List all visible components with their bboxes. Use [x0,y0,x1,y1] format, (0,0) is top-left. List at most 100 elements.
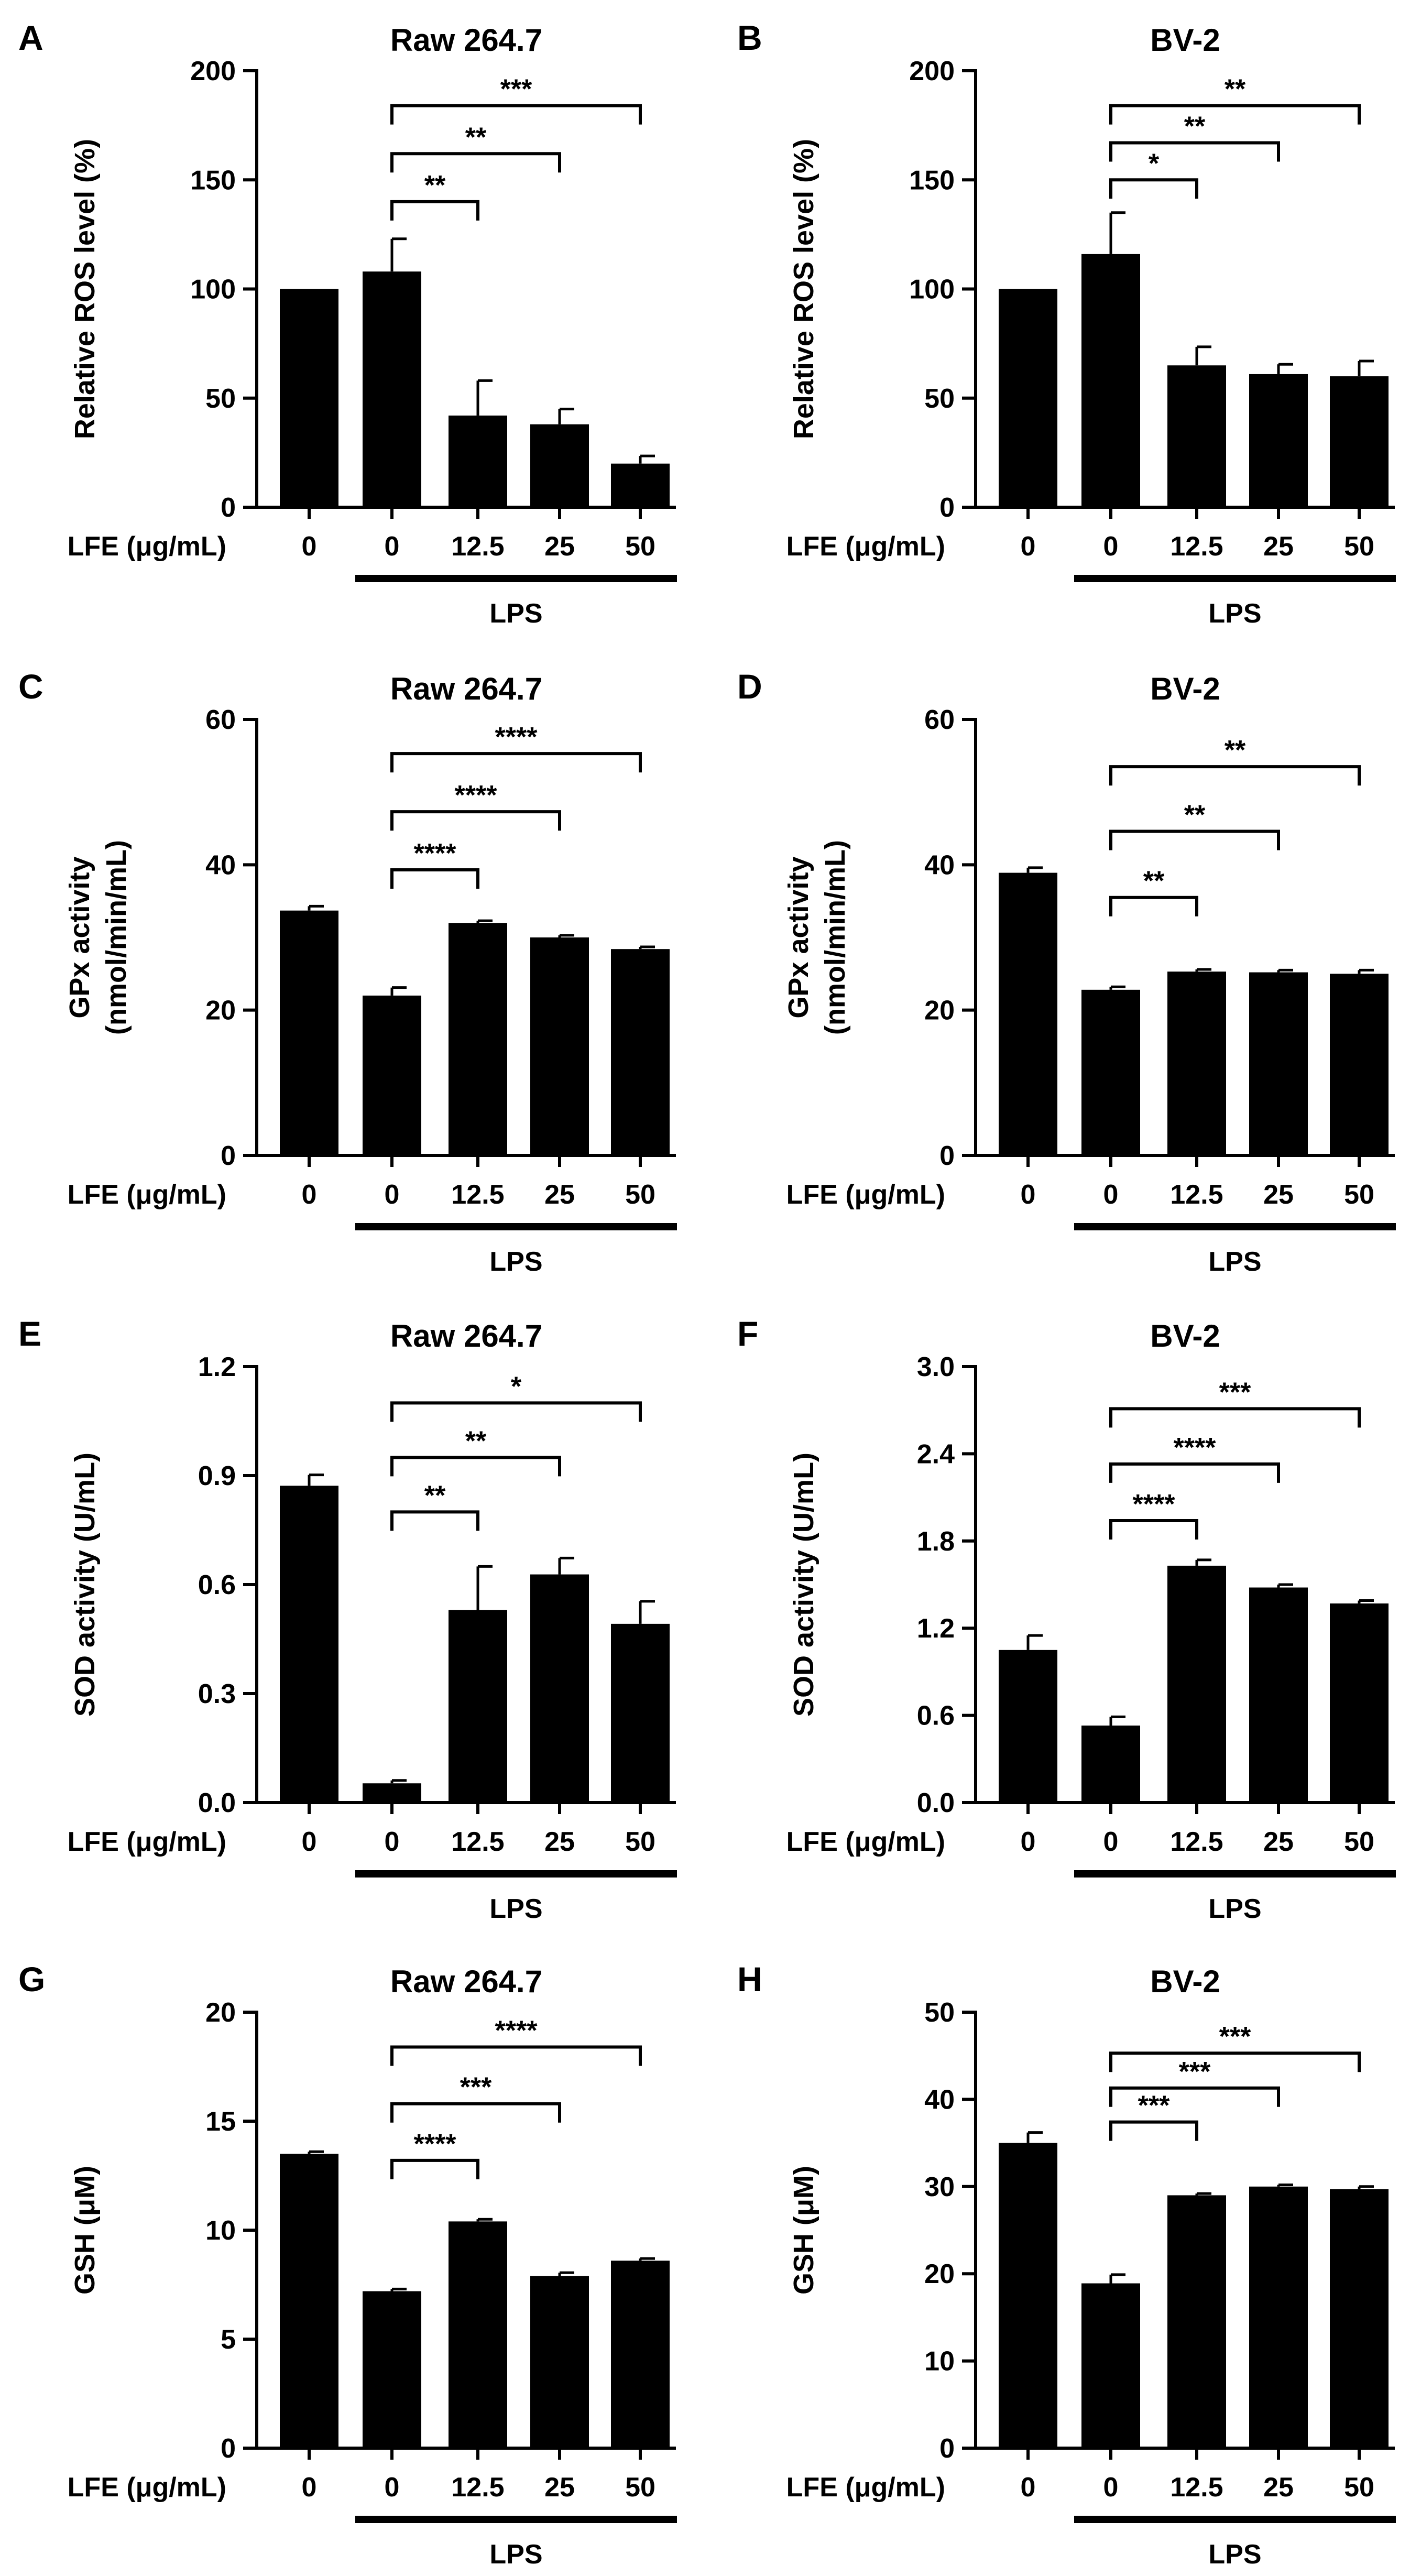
y-axis-label: GSH (μM) [69,2166,101,2295]
y-tick-label: 2.4 [917,1439,955,1469]
chart-title: BV-2 [1150,1964,1220,1999]
y-axis-label-line2: (nmol/min/mL) [101,840,132,1035]
significance-label: **** [455,780,498,811]
x-axis-name: LFE (μg/mL) [68,2472,226,2503]
bar [611,949,670,1155]
panel-letter: F [737,1314,758,1353]
significance-label: *** [500,74,532,105]
lps-group-label: LPS [1208,598,1261,629]
y-tick-label: 5 [221,2324,236,2355]
bar [363,1783,421,1803]
x-tick-label: 25 [1263,531,1294,562]
lps-group-label: LPS [489,1894,542,1924]
significance-label: ** [1184,111,1206,141]
chart-title: BV-2 [1150,1318,1220,1354]
significance-bracket [390,868,479,889]
x-tick-label: 12.5 [1170,1827,1223,1857]
bar [1081,1726,1140,1803]
x-tick-label: 12.5 [1170,2472,1223,2503]
x-tick-label: 0 [385,1180,400,1210]
lps-group-label: LPS [1208,1894,1261,1924]
x-axis-name: LFE (μg/mL) [68,1180,226,1210]
y-tick-label: 20 [205,1998,236,2028]
x-tick-label: 0 [1021,1827,1036,1857]
y-tick-label: 0 [221,1141,236,1171]
x-tick-label: 12.5 [1170,531,1223,562]
significance-label: **** [1174,1433,1217,1463]
bar [1081,254,1140,507]
panel-letter: A [18,18,43,57]
x-tick-label: 50 [1344,531,1374,562]
chart-title: Raw 264.7 [390,1318,542,1354]
y-axis-label-line2: (nmol/min/mL) [819,840,851,1035]
x-tick-label: 0 [302,1180,317,1210]
significance-label: ** [465,1426,487,1456]
bar [1249,972,1308,1155]
panel-a: A Raw 264.7 0 50 100 150 200 Relative ROS level… [18,18,677,629]
bar [449,416,507,507]
x-tick-label: 0 [1103,1180,1119,1210]
panel-letter: E [18,1314,41,1353]
x-tick-label: 0 [302,2472,317,2503]
panel-e: E Raw 264.7 0.0 0.3 0.6 0.9 1.2 SOD activity (U… [18,1314,677,1924]
significance-bracket [1109,765,1361,786]
significance-bracket [1109,1407,1361,1428]
y-tick-label: 50 [924,384,955,414]
significance-label: *** [1179,2057,1211,2087]
y-tick-label: 0 [221,2433,236,2464]
bar [280,910,338,1155]
significance-bracket [1109,829,1280,850]
x-tick-label: 25 [1263,1827,1294,1857]
y-tick-label: 20 [924,2259,955,2289]
x-tick-label: 12.5 [451,2472,504,2503]
significance-label: **** [414,2129,457,2159]
bar [280,1486,338,1803]
significance-bracket [1109,104,1361,125]
x-tick-label: 0 [385,531,400,562]
significance-bracket [390,2158,479,2179]
lps-group-label: LPS [489,598,542,629]
y-tick-label: 0.9 [198,1461,236,1491]
bar [530,2276,589,2448]
significance-bracket [1109,1519,1198,1540]
significance-bracket [390,2045,642,2066]
x-axis-name: LFE (μg/mL) [786,1827,945,1857]
significance-bracket [1109,1462,1280,1483]
x-tick-label: 50 [1344,1180,1374,1210]
y-tick-label: 60 [924,705,955,735]
x-tick-label: 0 [385,1827,400,1857]
bar [280,2154,338,2448]
y-tick-label: 0.6 [917,1701,955,1731]
bar [1167,1565,1226,1803]
significance-bracket [390,200,479,221]
x-tick-label: 50 [1344,2472,1374,2503]
y-tick-label: 0 [939,2433,955,2464]
bar [449,1610,507,1803]
bar [1330,376,1389,507]
y-tick-label: 1.2 [917,1613,955,1644]
x-tick-label: 25 [1263,2472,1294,2503]
x-tick-label: 12.5 [451,1827,504,1857]
bar [611,1623,670,1803]
bar [363,2291,421,2448]
x-tick-label: 50 [625,2472,655,2503]
bar [1167,2195,1226,2448]
y-tick-label: 0.0 [198,1788,236,1818]
x-tick-label: 12.5 [451,1180,504,1210]
panel-h: H BV-2 0 10 20 30 40 50 GSH (μM) 0 0 12.5 25 50 *** ***… [737,1960,1396,2570]
panel-letter: G [18,1960,45,1999]
y-tick-label: 0 [939,493,955,523]
x-tick-label: 0 [302,1827,317,1857]
x-axis-name: LFE (μg/mL) [786,531,945,562]
y-tick-label: 150 [909,165,955,195]
y-tick-label: 20 [205,996,236,1026]
x-tick-label: 12.5 [451,531,504,562]
panel-g: G Raw 264.7 0 5 10 15 20 GSH (μM) 0 0 12.5 25 50 ****… [18,1960,677,2570]
y-tick-label: 0 [221,493,236,523]
x-axis-name: LFE (μg/mL) [68,1827,226,1857]
y-tick-label: 0.3 [198,1679,236,1709]
x-tick-label: 50 [625,531,655,562]
panel-letter: C [18,667,43,706]
significance-bracket [390,1401,642,1422]
